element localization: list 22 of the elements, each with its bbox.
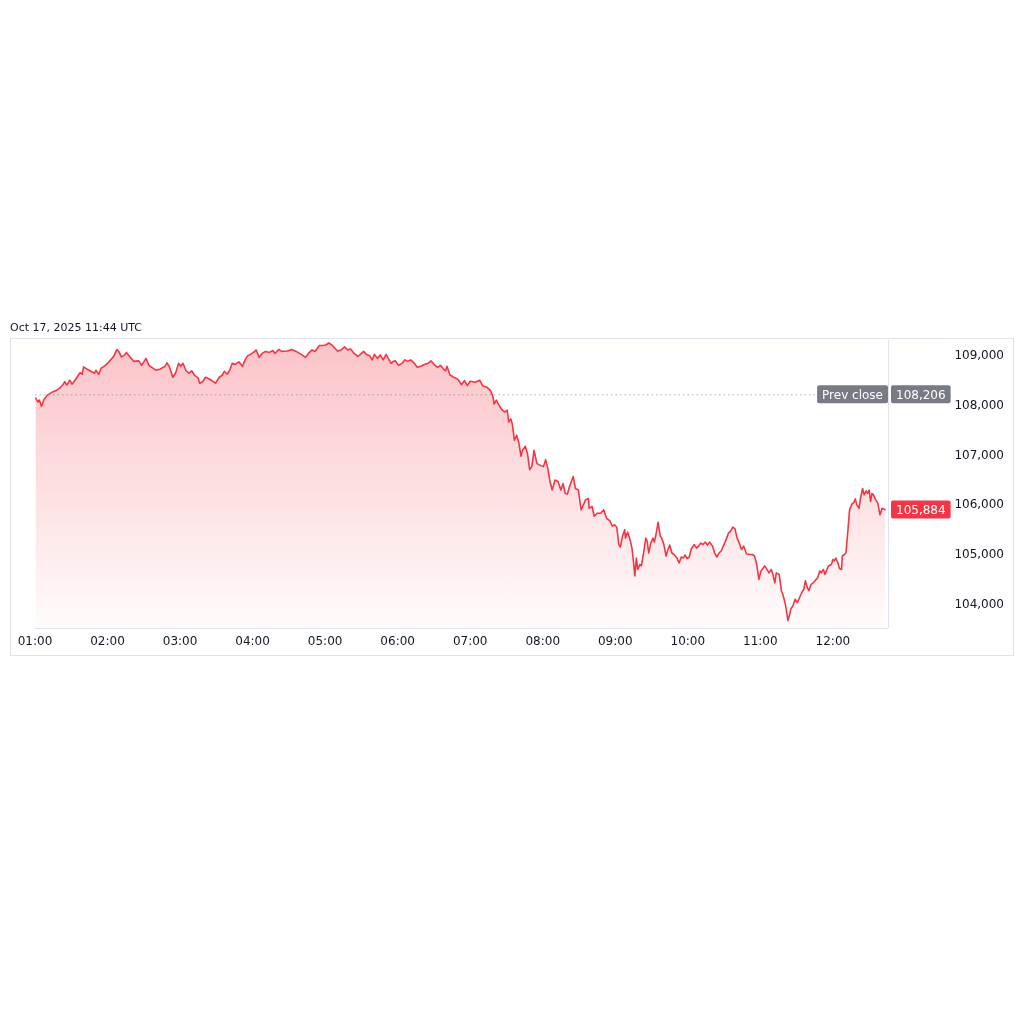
- y-tick-label: 107,000: [954, 447, 1004, 462]
- x-tick-label: 03:00: [162, 634, 198, 648]
- x-tick-label: 04:00: [235, 634, 270, 648]
- x-tick-label: 05:00: [307, 634, 343, 648]
- annotation: 105,884: [896, 503, 946, 518]
- x-tick-label: 11:00: [743, 634, 778, 648]
- y-tick-label: 108,000: [954, 398, 1004, 413]
- y-tick-label: 105,000: [954, 547, 1004, 562]
- text: Oct 17, 2025 11:44 UTC: [10, 321, 143, 334]
- y-tick-label: 104,000: [954, 596, 1004, 611]
- x-tick-label: 10:00: [670, 634, 706, 648]
- y-tick-label: 106,000: [954, 497, 1004, 512]
- text: 108,206: [896, 387, 946, 402]
- x-tick-label: 08:00: [525, 634, 561, 648]
- x-tick-label: 09:00: [597, 634, 633, 648]
- ref-line-label: Prev close: [822, 387, 883, 402]
- x-tick-label: 07:00: [452, 634, 488, 648]
- x-tick-label: 01:00: [17, 634, 53, 648]
- y-tick-label: 109,000: [954, 348, 1004, 363]
- x-tick-label: 02:00: [90, 634, 125, 648]
- x-tick-label: 12:00: [815, 634, 851, 648]
- x-tick-label: 06:00: [380, 634, 415, 648]
